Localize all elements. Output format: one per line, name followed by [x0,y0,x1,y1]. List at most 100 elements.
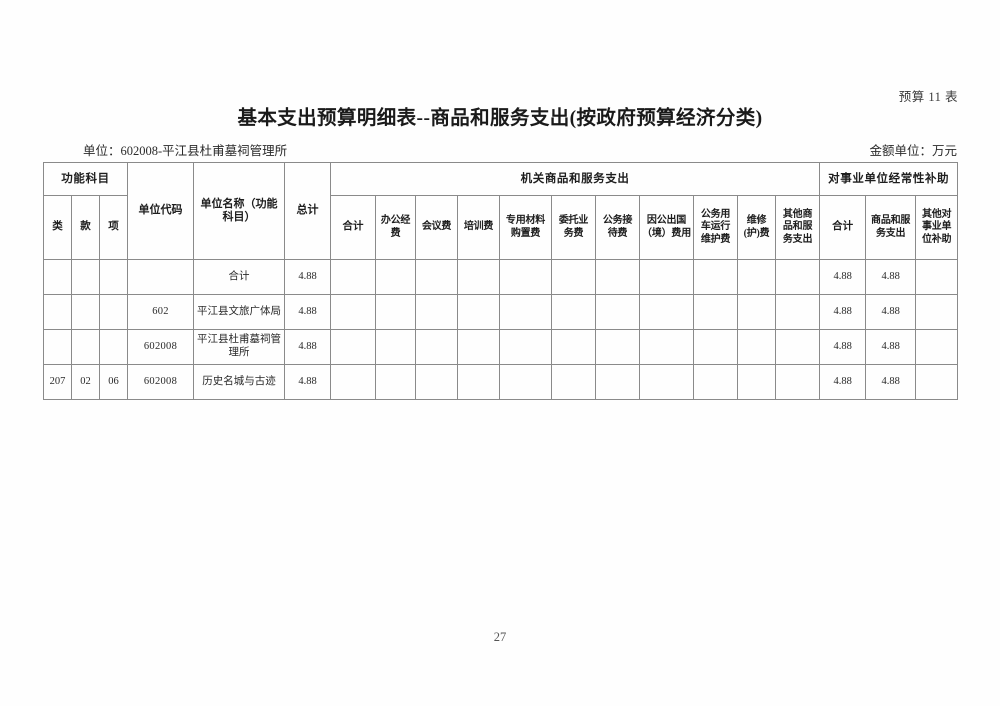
cell-meeting-fee [415,294,459,330]
cell-overseas-travel-fee [639,259,695,295]
cell-special-material-purchase [499,294,553,330]
cell-class: 207 [43,364,72,400]
header-agency-total: 合计 [330,195,377,260]
cell-unit-code [127,259,195,295]
cell-other-goods-services [775,259,821,295]
budget-table: 功能科目 单位代码 单位名称（功能科目） 总计 机关商品和服务支出 对事业单位经… [42,162,959,400]
cell-unit-name: 合计 [193,259,286,295]
cell-agency-total [330,259,377,295]
cell-subsidy-total: 4.88 [819,294,867,330]
cell-subsidy-other [915,329,959,365]
table-meta-line: 单位：602008-平江县杜甫墓祠管理所 金额单位：万元 [43,140,957,158]
cell-overseas-travel-fee [639,364,695,400]
cell-subsidy-total: 4.88 [819,259,867,295]
table-row: 207 02 06 602008 历史名城与古迹 4.88 [43,364,959,400]
cell-section: 02 [71,364,100,400]
cell-unit-code: 602008 [127,364,195,400]
cell-official-reception-fee [595,259,641,295]
cell-unit-name: 平江县文旅广体局 [193,294,286,330]
cell-item [98,329,129,365]
cell-official-reception-fee [595,329,641,365]
cell-unit-name: 平江县杜甫墓祠管理所 [193,329,286,365]
table-header-group-row: 功能科目 单位代码 单位名称（功能科目） 总计 机关商品和服务支出 对事业单位经… [42,162,959,260]
cell-office-expense [375,364,417,400]
cell-subsidy-goods-services: 4.88 [865,364,917,400]
header-agency-goods-services: 机关商品和服务支出 [330,162,821,196]
header-functional-subject: 功能科目 [42,162,129,196]
cell-office-expense [375,329,417,365]
cell-entrusted-business-fee [551,329,597,365]
header-training-fee: 培训费 [457,195,501,260]
cell-entrusted-business-fee [551,294,597,330]
cell-section [71,259,100,295]
cell-other-goods-services [775,294,821,330]
cell-agency-total [330,329,377,365]
table-header-column-row: 类 款 项 合计 办公经费 会议费 培训费 专用材料购置费 委托业务费 公务接待… [43,195,959,260]
cell-maintenance-fee [737,329,777,365]
cell-training-fee [457,259,501,295]
table-row: 602008 平江县杜甫墓祠管理所 4.88 4.88 4.88 [43,329,959,365]
cell-subsidy-goods-services: 4.88 [865,329,917,365]
amount-unit-label: 金额单位：万元 [869,144,957,158]
cell-agency-total [330,364,377,400]
cell-official-vehicle-fee [693,259,739,295]
cell-meeting-fee [415,329,459,365]
cell-item [98,294,129,330]
cell-training-fee [457,329,501,365]
page-title: 基本支出预算明细表--商品和服务支出(按政府预算经济分类) [237,108,763,129]
cell-unit-code: 602008 [127,329,195,365]
cell-entrusted-business-fee [551,364,597,400]
cell-subsidy-total: 4.88 [819,364,867,400]
cell-special-material-purchase [499,364,553,400]
cell-class [43,294,72,330]
cell-subsidy-total: 4.88 [819,329,867,365]
cell-grand-total: 4.88 [284,329,332,365]
cell-grand-total: 4.88 [284,294,332,330]
cell-class [43,329,72,365]
cell-section [71,294,100,330]
header-grand-total: 总计 [284,162,332,260]
cell-maintenance-fee [737,259,777,295]
cell-training-fee [457,364,501,400]
cell-official-vehicle-fee [693,294,739,330]
header-class: 类 [43,195,72,260]
cell-grand-total: 4.88 [284,364,332,400]
cell-meeting-fee [415,364,459,400]
table-body: 合计 4.88 4.88 4.88 [43,259,959,400]
cell-subsidy-goods-services: 4.88 [865,259,917,295]
cell-official-reception-fee [595,364,641,400]
header-subsidy-goods-services: 商品和服务支出 [865,195,917,260]
cell-subsidy-other [915,294,959,330]
budget-table-container: 功能科目 单位代码 单位名称（功能科目） 总计 机关商品和服务支出 对事业单位经… [42,162,959,400]
cell-overseas-travel-fee [639,329,695,365]
form-number-label: 预算 11 表 [898,90,958,104]
table-row: 602 平江县文旅广体局 4.88 4.88 4.88 [43,294,959,330]
cell-agency-total [330,294,377,330]
header-unit-name: 单位名称（功能科目） [193,162,286,260]
cell-unit-code: 602 [127,294,195,330]
unit-label: 单位：602008-平江县杜甫墓祠管理所 [83,144,288,158]
cell-meeting-fee [415,259,459,295]
cell-maintenance-fee [737,364,777,400]
cell-subsidy-goods-services: 4.88 [865,294,917,330]
cell-grand-total: 4.88 [284,259,332,295]
header-other-goods-services: 其他商品和服务支出 [775,195,821,260]
cell-entrusted-business-fee [551,259,597,295]
header-official-reception-fee: 公务接待费 [595,195,641,260]
cell-section [71,329,100,365]
header-overseas-travel-fee: 因公出国（境）费用 [639,195,695,260]
header-item: 项 [98,195,129,260]
header-entrusted-business-fee: 委托业务费 [551,195,597,260]
cell-overseas-travel-fee [639,294,695,330]
cell-subsidy-other [915,364,959,400]
cell-maintenance-fee [737,294,777,330]
cell-official-vehicle-fee [693,364,739,400]
header-office-expense: 办公经费 [375,195,417,260]
table-row: 合计 4.88 4.88 4.88 [43,259,959,295]
cell-other-goods-services [775,364,821,400]
header-meeting-fee: 会议费 [415,195,459,260]
cell-office-expense [375,259,417,295]
header-maintenance-fee: 维修(护)费 [737,195,777,260]
cell-official-reception-fee [595,294,641,330]
